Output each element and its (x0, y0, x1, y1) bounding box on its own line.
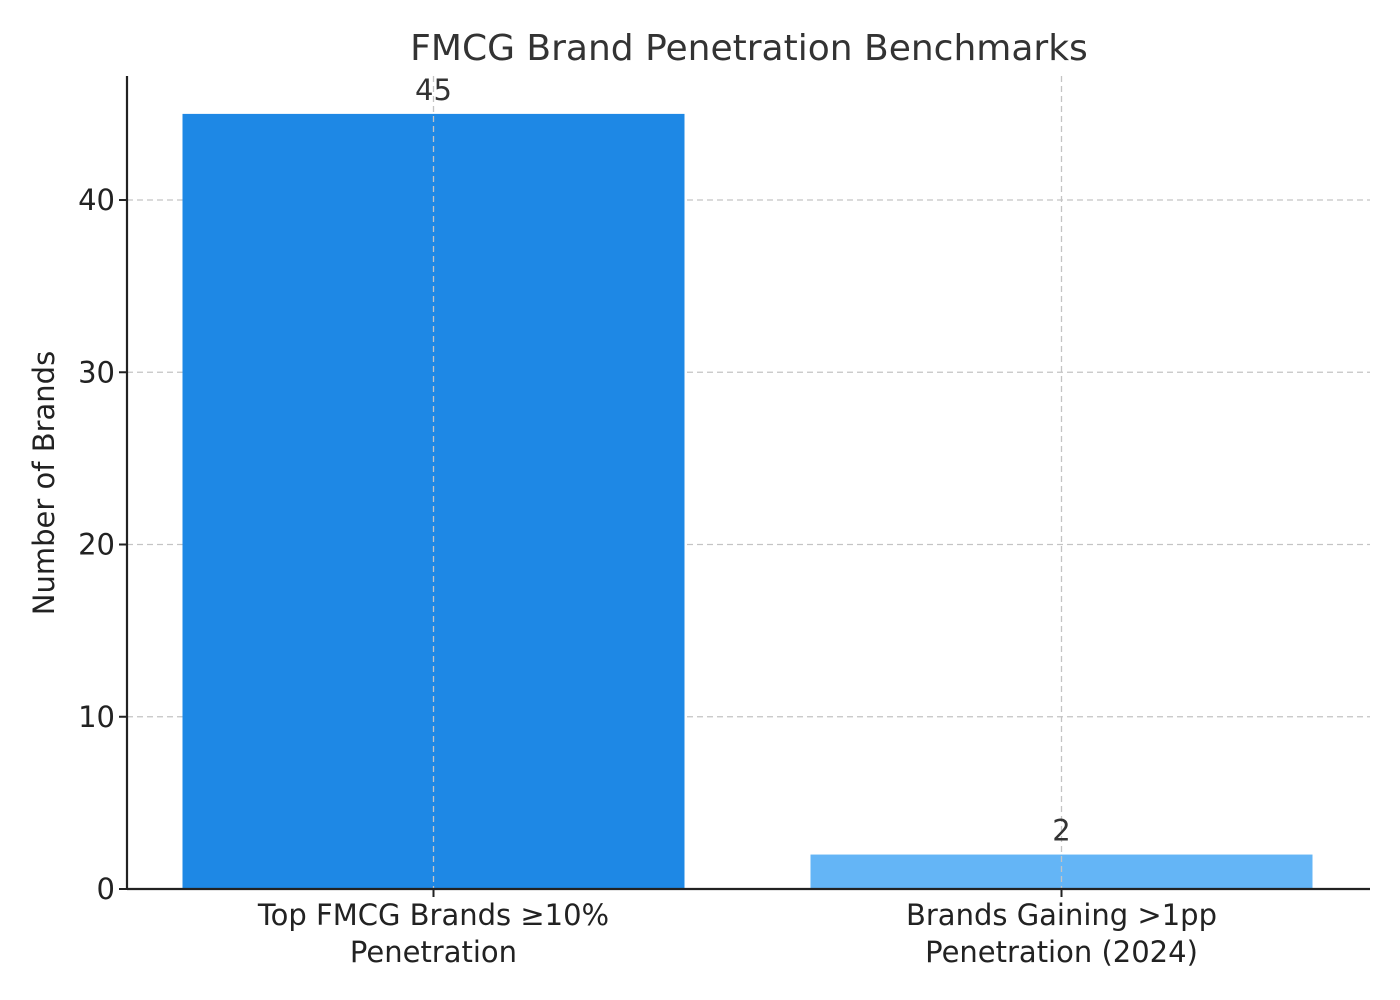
y-tick-label: 10 (78, 700, 115, 734)
bars (182, 113, 1313, 890)
x-tick-label: Brands Gaining >1pp Penetration (2024) (906, 898, 1217, 969)
x-tick-label-line: Top FMCG Brands ≥10% (257, 898, 609, 932)
data-label: 2 (1052, 814, 1070, 848)
y-tick-label: 20 (78, 528, 115, 562)
y-tick-label: 30 (78, 355, 115, 389)
x-tick-label-line: Brands Gaining >1pp (906, 898, 1217, 932)
x-tick-label: Top FMCG Brands ≥10% Penetration (257, 898, 609, 969)
chart-title: FMCG Brand Penetration Benchmarks (410, 28, 1088, 69)
x-tick-label-line: Penetration (350, 935, 517, 969)
data-label: 45 (415, 73, 452, 107)
y-tick-label: 0 (97, 872, 115, 906)
axes (119, 76, 1370, 897)
x-gridlines (432, 76, 1063, 889)
y-tick-label: 40 (78, 183, 115, 217)
y-axis-label: Number of Brands (27, 351, 61, 615)
gridlines (127, 199, 1370, 718)
x-tick-label-line: Penetration (2024) (925, 935, 1198, 969)
